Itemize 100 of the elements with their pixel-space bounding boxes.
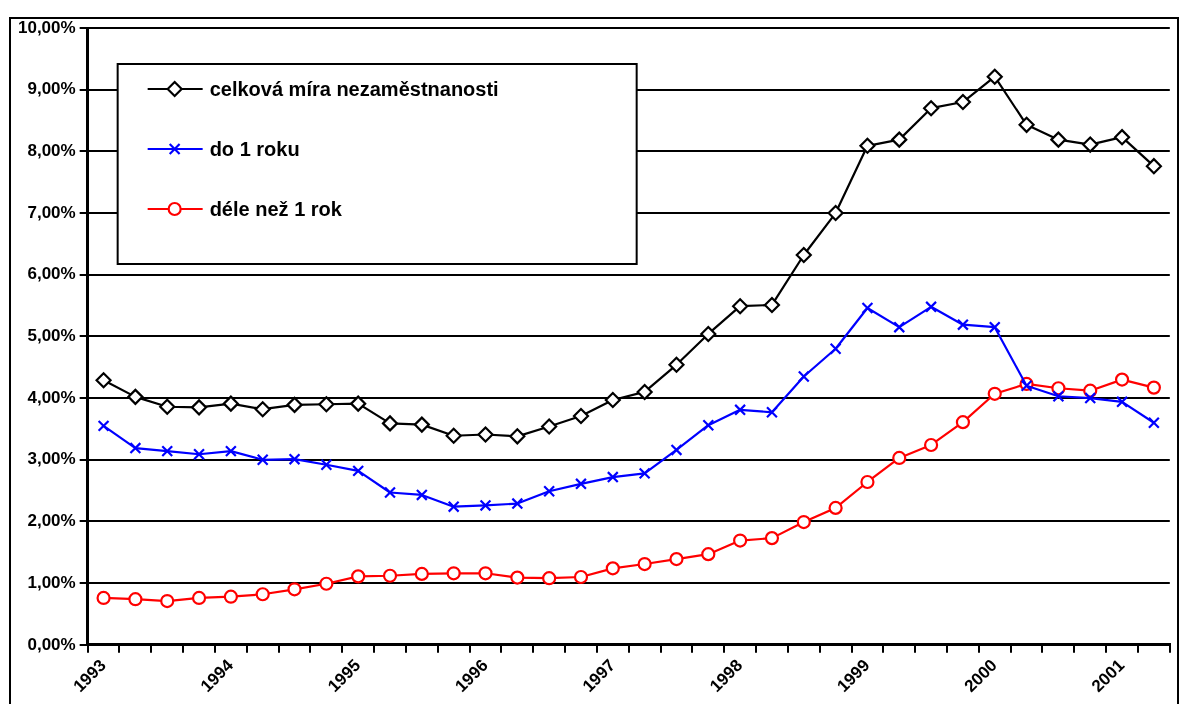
point <box>256 453 269 466</box>
y-tick-label: 7,00% <box>27 202 76 222</box>
point <box>636 383 653 401</box>
point <box>986 68 1003 85</box>
point <box>922 100 940 117</box>
point <box>352 464 365 477</box>
point <box>955 415 971 430</box>
y-tick-label: 4,00% <box>27 387 76 407</box>
point <box>1082 136 1099 153</box>
point <box>1018 116 1035 133</box>
point <box>161 445 174 458</box>
point <box>160 593 175 609</box>
point <box>827 204 844 222</box>
point <box>477 426 494 443</box>
point <box>542 571 557 586</box>
point <box>1084 392 1097 405</box>
point <box>541 418 558 435</box>
point <box>478 566 493 581</box>
point <box>255 587 270 602</box>
point <box>892 450 907 466</box>
point <box>763 296 781 314</box>
point <box>509 428 526 445</box>
point <box>828 500 843 515</box>
point <box>129 442 142 455</box>
point <box>797 370 810 383</box>
point <box>795 246 812 264</box>
point <box>987 386 1002 401</box>
point <box>606 471 619 484</box>
point <box>95 372 112 389</box>
point <box>669 551 684 567</box>
point <box>222 395 239 412</box>
y-tick-label: 2,00% <box>27 511 76 531</box>
point <box>605 561 620 576</box>
point <box>479 499 492 512</box>
point <box>1113 129 1131 146</box>
legend-label: déle než 1 rok <box>209 197 343 220</box>
point <box>511 497 524 510</box>
point <box>445 427 462 444</box>
point <box>829 342 842 355</box>
point <box>193 448 206 461</box>
point <box>572 407 590 425</box>
point <box>224 445 237 458</box>
y-tick-label: 6,00% <box>27 264 76 284</box>
point <box>350 395 367 412</box>
point <box>191 590 207 606</box>
point <box>702 419 715 432</box>
y-tick-label: 3,00% <box>27 449 76 469</box>
point <box>1050 131 1067 148</box>
point <box>860 474 875 490</box>
point <box>1052 390 1065 403</box>
point <box>1116 395 1129 408</box>
point <box>318 396 335 413</box>
point <box>288 453 301 466</box>
point <box>732 298 749 315</box>
point <box>414 566 429 581</box>
point <box>637 556 652 572</box>
point <box>351 569 366 584</box>
point <box>765 406 778 419</box>
point <box>1147 416 1160 429</box>
point <box>383 486 397 499</box>
y-tick-label: 1,00% <box>27 572 76 592</box>
y-tick-label: 5,00% <box>27 326 76 346</box>
point <box>510 570 525 585</box>
point <box>700 325 717 343</box>
point <box>446 566 461 581</box>
point <box>543 485 556 498</box>
y-tick-label: 9,00% <box>27 79 76 99</box>
y-tick-label: 10,00% <box>17 17 76 37</box>
point <box>573 569 589 585</box>
point <box>287 582 302 597</box>
point <box>159 398 176 415</box>
point <box>670 443 683 456</box>
point <box>574 477 588 490</box>
point <box>701 547 716 562</box>
point <box>764 531 780 546</box>
point <box>604 391 621 409</box>
point <box>1146 380 1161 395</box>
point <box>954 93 972 111</box>
point <box>638 467 651 480</box>
point <box>319 576 334 591</box>
point <box>859 137 876 154</box>
point <box>988 321 1001 334</box>
point <box>190 399 208 416</box>
point <box>796 514 811 530</box>
point <box>127 388 144 405</box>
point <box>925 300 938 313</box>
point <box>956 318 969 331</box>
point <box>223 589 238 604</box>
point <box>733 533 748 548</box>
point <box>413 416 430 433</box>
point <box>891 131 908 148</box>
point <box>286 396 303 413</box>
point <box>97 419 110 432</box>
point <box>893 321 906 334</box>
legend-label: celková míra nezaměstnanosti <box>209 77 499 100</box>
point <box>1114 372 1130 387</box>
point <box>381 415 399 432</box>
point <box>861 301 874 315</box>
y-tick-label: 0,00% <box>27 634 76 654</box>
point <box>1145 158 1162 175</box>
